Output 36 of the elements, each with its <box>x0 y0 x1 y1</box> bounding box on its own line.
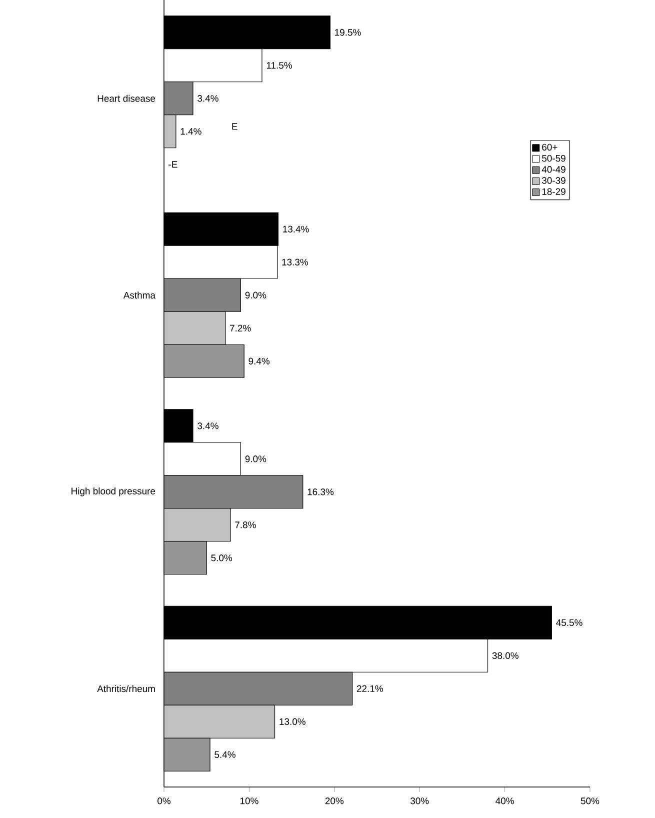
y-tick-label: Asthma <box>123 292 156 299</box>
annotation: E <box>232 123 238 130</box>
data-label: 13.0% <box>280 718 306 725</box>
y-tick-label: Heart disease <box>98 94 156 102</box>
x-tick-label: 10% <box>240 798 258 804</box>
legend-label: 40-49 <box>542 166 566 173</box>
data-label: 11.5% <box>266 62 292 69</box>
data-label: 19.5% <box>335 29 361 36</box>
data-label: 9.4% <box>248 358 270 364</box>
x-tick-label: 30% <box>410 798 429 804</box>
legend-label: 60+ <box>542 144 558 151</box>
data-label: 7.2% <box>230 324 251 332</box>
data-label: 5.4% <box>214 751 236 758</box>
data-label: 9.0% <box>245 456 266 462</box>
data-label: 45.5% <box>556 619 582 626</box>
data-label: 3.4% <box>198 422 218 430</box>
y-tick-label: Athritis/rheum <box>97 685 155 692</box>
data-label: 22.1% <box>356 685 383 692</box>
x-tick-label: 50% <box>580 798 600 804</box>
data-label: 13.4% <box>283 226 309 232</box>
data-label: 38.0% <box>492 652 518 659</box>
legend-label: 18-29 <box>542 188 566 195</box>
legend-label: 50-59 <box>542 154 566 162</box>
data-label: 5.0% <box>211 554 232 562</box>
x-tick-label: 40% <box>496 798 514 804</box>
data-label: 3.4% <box>198 95 218 102</box>
legend-label: 30-39 <box>542 177 566 184</box>
data-label: 9.0% <box>245 292 266 298</box>
data-label: 16.3% <box>308 488 334 496</box>
data-label: 13.3% <box>282 258 308 266</box>
y-tick-label: High blood pressure <box>72 487 156 496</box>
x-tick-label: 20% <box>325 798 344 804</box>
x-tick-label: 0% <box>158 798 170 804</box>
data-label: 1.4% <box>180 128 202 135</box>
text: -E <box>168 161 178 168</box>
data-label: 7.8% <box>235 522 256 528</box>
